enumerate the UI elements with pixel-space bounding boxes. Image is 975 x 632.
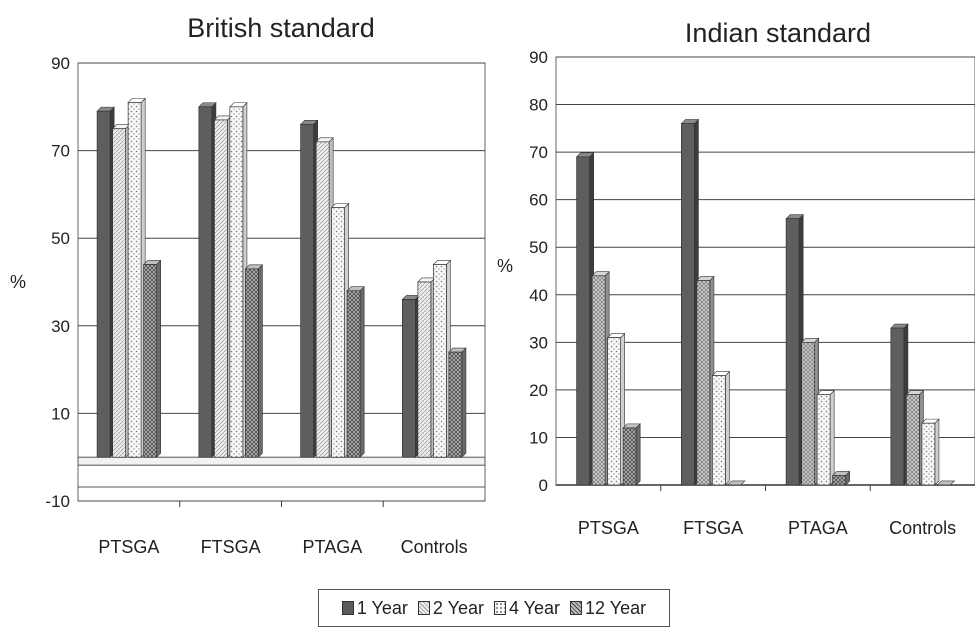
bar-british-ptsga-12-year	[143, 264, 157, 458]
y-tick-label-british-50: 50	[51, 229, 70, 248]
legend-item-12-year: 12 Year	[570, 598, 646, 619]
y-tick-label-indian-30: 30	[529, 333, 548, 352]
y-tick-label-indian-60: 60	[529, 191, 548, 210]
y-tick-label-indian-20: 20	[529, 381, 548, 400]
bar-indian-ptsga-2-year	[591, 275, 606, 486]
x-tick-label-british-ptsga: PTSGA	[98, 537, 159, 557]
chart-title-british: British standard	[187, 13, 375, 43]
x-tick-label-indian-ptaga: PTAGA	[788, 518, 848, 538]
bar-indian-ptsga-12-year	[622, 427, 637, 486]
bar-indian-controls-2-year	[906, 394, 920, 486]
floor-british	[77, 456, 486, 466]
chart-british: British standard % -10 10 30 50 70 90 PTSGA FTS…	[10, 13, 486, 557]
x-tick-label-british-controls: Controls	[401, 537, 468, 557]
y-tick-label-indian-40: 40	[529, 286, 548, 305]
legend-label-4-year: 4 Year	[508, 597, 561, 618]
y-axis-label-british: %	[10, 272, 26, 292]
y-tick-label-indian-70: 70	[529, 143, 548, 162]
y-axis-label-indian: %	[497, 256, 513, 276]
bar-british-ptaga-12-year	[346, 290, 361, 458]
bar-indian-ptaga-1-year	[785, 218, 800, 486]
bar-indian-ptaga-4-year	[816, 394, 831, 486]
legend-item-2-year: 2 Year	[417, 597, 484, 619]
x-tick-label-british-ftsga: FTSGA	[201, 537, 261, 557]
bar-indian-ftsga-1-year	[681, 123, 695, 486]
bar-british-ptsga-1-year	[96, 110, 111, 458]
y-tick-label-british-10: 10	[51, 404, 70, 423]
bar-british-controls-1-year	[402, 299, 416, 458]
chart-title-indian: Indian standard	[685, 18, 871, 48]
bar-british-controls-4-year	[433, 264, 447, 458]
bar-british-controls-12-year-side	[461, 347, 467, 458]
bar-british-ptaga-4-year	[331, 207, 345, 458]
y-tick-label-indian-10: 10	[529, 428, 548, 447]
bar-indian-ptaga-12-year	[832, 475, 846, 486]
legend-label-12-year: 12 Year	[585, 597, 647, 618]
bar-british-ftsga-1-year	[198, 106, 213, 458]
bar-british-ptsga-4-year	[127, 102, 142, 458]
legend-label-2-year: 2 Year	[432, 597, 484, 618]
legend-label-1-year: 1 Year	[356, 597, 408, 618]
x-tick-label-indian-controls: Controls	[889, 518, 956, 538]
bar-british-ptaga-1-year	[300, 123, 314, 458]
legend: 1 Year 2 Year 4 Year 12 Year	[318, 589, 670, 627]
y-tick-label-british-10: -10	[45, 492, 70, 511]
legend-item-1-year: 1 Year	[341, 597, 408, 619]
legend-item-4-year: 4 Year	[493, 597, 561, 619]
bar-british-ftsga-12-year-side	[258, 264, 263, 458]
x-tick-label-british-ptaga: PTAGA	[303, 537, 363, 557]
legend-swatch-2-year	[417, 601, 430, 615]
y-tick-label-british-90: 90	[51, 54, 70, 73]
bar-indian-ftsga-4-year	[712, 375, 726, 486]
legend-swatch-1-year	[341, 601, 354, 615]
bar-indian-ptaga-2-year	[801, 341, 815, 486]
bar-indian-ftsga-2-year	[696, 280, 711, 486]
y-tick-label-indian-0: 0	[539, 476, 548, 495]
bar-british-ptaga-2-year	[315, 141, 330, 458]
x-tick-label-indian-ptsga: PTSGA	[578, 518, 639, 538]
bar-indian-ptsga-12-year-side	[635, 423, 641, 486]
bar-british-ptsga-2-year	[112, 128, 126, 458]
bar-indian-ptsga-1-year	[576, 156, 590, 486]
plot-area-indian: 0 10 20 30 40 50 60 70 80 90 PTSGA FTSGA PTAGA Contro…	[529, 48, 975, 538]
x-tick-label-indian-ftsga: FTSGA	[683, 518, 743, 538]
bar-british-ptaga-12-year-side	[359, 285, 365, 458]
bar-indian-controls-4-year-side	[934, 418, 940, 486]
y-tick-label-british-70: 70	[51, 142, 70, 161]
y-tick-label-british-30: 30	[51, 317, 70, 336]
bar-british-ftsga-2-year	[214, 119, 228, 458]
y-tick-label-indian-90: 90	[529, 48, 548, 67]
bar-british-ptsga-12-year-side	[156, 259, 161, 458]
legend-swatch-12-year	[570, 601, 583, 615]
bar-british-ftsga-12-year	[245, 268, 259, 458]
bar-indian-ftsga-4-year-side	[725, 370, 730, 486]
bar-british-controls-2-year	[417, 281, 432, 458]
bar-indian-ptaga-4-year-side	[829, 389, 835, 486]
bar-british-ftsga-4-year	[229, 106, 244, 458]
bar-indian-controls-1-year	[890, 327, 905, 486]
chart-indian: Indian standard % 0 10 20 30 40 50 60 70 80 90 PTS…	[497, 18, 975, 538]
legend-swatch-4-year	[493, 601, 506, 615]
y-tick-label-indian-80: 80	[529, 96, 548, 115]
bar-british-controls-12-year	[448, 351, 463, 458]
bar-indian-ptsga-4-year	[607, 337, 621, 486]
plot-area-british: -10 10 30 50 70 90 PTSGA FTSGA PTAGA Controls	[45, 54, 486, 557]
bar-indian-controls-4-year	[921, 422, 936, 486]
y-tick-label-indian-50: 50	[529, 238, 548, 257]
